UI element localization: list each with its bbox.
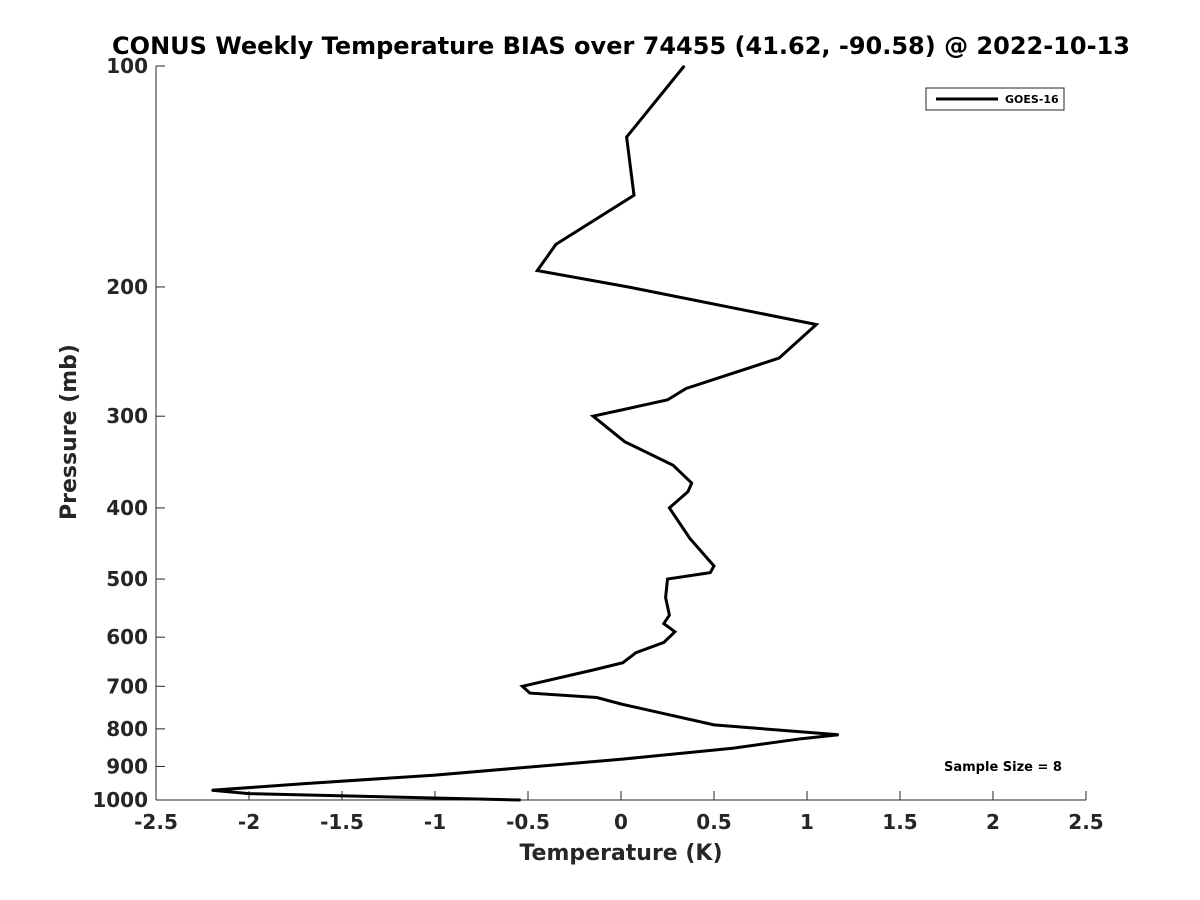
data-point bbox=[434, 774, 436, 776]
data-point bbox=[248, 793, 250, 795]
data-point bbox=[665, 597, 667, 599]
series-line-goes-16 bbox=[211, 65, 839, 802]
data-point bbox=[529, 692, 531, 694]
y-tick-label: 1000 bbox=[92, 788, 148, 812]
data-point bbox=[713, 565, 715, 567]
series-lines bbox=[211, 65, 840, 802]
y-tick-label: 200 bbox=[106, 275, 148, 299]
data-point bbox=[687, 491, 689, 493]
y-tick-label: 400 bbox=[106, 496, 148, 520]
data-point bbox=[626, 136, 628, 138]
data-point bbox=[596, 696, 598, 699]
x-tick-label: -2.5 bbox=[134, 810, 178, 834]
data-point bbox=[672, 464, 674, 466]
data-point bbox=[815, 323, 817, 326]
y-tick-label: 100 bbox=[106, 54, 148, 78]
y-tick-label: 700 bbox=[106, 674, 148, 698]
data-point bbox=[592, 415, 594, 417]
data-point bbox=[674, 631, 676, 633]
data-point bbox=[838, 734, 840, 736]
data-point bbox=[592, 669, 594, 671]
data-point bbox=[624, 441, 626, 443]
data-point bbox=[211, 789, 213, 791]
y-tick-label: 300 bbox=[106, 404, 148, 428]
data-point bbox=[622, 662, 624, 664]
data-point bbox=[663, 641, 665, 644]
y-axis-ticks: 100 200 300 400 500 600 700 800 900 1000 bbox=[92, 54, 165, 812]
chart-title: CONUS Weekly Temperature BIAS over 74455… bbox=[112, 32, 1130, 60]
data-point bbox=[304, 783, 306, 785]
data-point bbox=[520, 799, 522, 801]
x-tick-label: -1.5 bbox=[320, 810, 364, 834]
data-point bbox=[666, 578, 669, 580]
data-point bbox=[732, 747, 734, 749]
data-point bbox=[683, 65, 685, 67]
data-point bbox=[709, 572, 711, 574]
data-point bbox=[800, 738, 803, 740]
y-tick-label: 500 bbox=[106, 567, 148, 591]
data-point bbox=[620, 758, 622, 760]
data-point bbox=[778, 357, 780, 359]
x-tick-label: 0 bbox=[614, 810, 628, 834]
legend-label-goes-16: GOES-16 bbox=[1005, 93, 1059, 106]
x-tick-label: -1 bbox=[424, 810, 446, 834]
data-point bbox=[663, 623, 665, 625]
x-tick-label: -2 bbox=[238, 810, 260, 834]
data-point bbox=[668, 507, 671, 509]
data-point bbox=[521, 685, 524, 687]
x-axis-label: Temperature (K) bbox=[519, 841, 722, 866]
x-axis-ticks: -2.5 -2 -1.5 -1 -0.5 0 0.5 1 1.5 2 2.5 bbox=[134, 791, 1104, 834]
data-point bbox=[713, 724, 715, 726]
data-point bbox=[666, 399, 669, 401]
y-tick-label: 600 bbox=[106, 625, 148, 649]
data-point bbox=[555, 243, 557, 245]
x-tick-label: 0.5 bbox=[696, 810, 731, 834]
data-point bbox=[668, 614, 671, 616]
sample-size-annotation: Sample Size = 8 bbox=[944, 760, 1062, 775]
data-point bbox=[627, 286, 630, 288]
x-tick-label: -0.5 bbox=[506, 810, 550, 834]
legend: GOES-16 bbox=[925, 87, 1065, 111]
data-point bbox=[633, 194, 635, 196]
data-point bbox=[691, 482, 693, 484]
x-tick-label: 1 bbox=[800, 810, 814, 834]
data-point bbox=[689, 537, 691, 539]
data-point bbox=[620, 703, 622, 705]
y-axis-label: Pressure (mb) bbox=[57, 344, 82, 520]
x-tick-label: 2.5 bbox=[1068, 810, 1103, 834]
x-tick-label: 2 bbox=[986, 810, 1000, 834]
data-point bbox=[685, 387, 687, 390]
data-point bbox=[536, 270, 538, 272]
y-tick-label: 800 bbox=[106, 717, 148, 741]
data-point bbox=[635, 652, 637, 654]
x-tick-label: 1.5 bbox=[882, 810, 917, 834]
y-tick-label: 900 bbox=[106, 754, 148, 778]
